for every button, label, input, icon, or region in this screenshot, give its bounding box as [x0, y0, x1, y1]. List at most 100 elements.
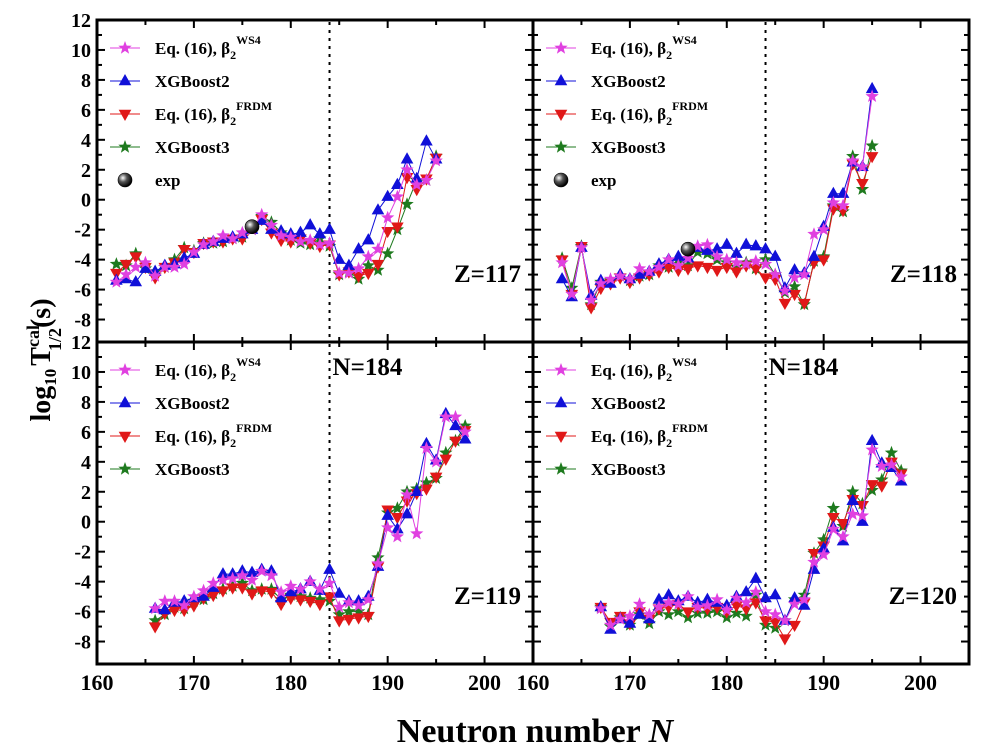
point-xgb2: [633, 267, 646, 279]
point-ws4: [671, 258, 685, 272]
point-xgb2: [129, 275, 143, 287]
point-xgb2: [294, 225, 307, 237]
point-ws4: [720, 603, 734, 616]
point-xgb2: [361, 233, 375, 245]
y-tick-label: -8: [74, 632, 91, 654]
point-xgb2: [332, 252, 346, 264]
point-frdm: [856, 501, 869, 513]
point-xgb2: [730, 246, 743, 258]
point-frdm: [710, 265, 724, 278]
point-ws4: [255, 564, 269, 577]
z-label: Z=119: [454, 583, 521, 610]
panels-layer: Eq. (16), β2WS4 XGBoost2 Eq. (16), β2FRDM X…: [95, 18, 971, 666]
x-tick-label: 200: [468, 670, 501, 695]
point-frdm: [129, 252, 143, 264]
point-ws4: [381, 520, 395, 534]
point-xgb2: [701, 592, 714, 604]
point-frdm: [381, 226, 394, 239]
point-xgb2: [749, 571, 763, 583]
point-xgb3: [109, 257, 123, 270]
point-ws4: [700, 237, 715, 251]
point-ws4: [351, 598, 366, 612]
panel-z-119: Eq. (16), β2WS4 XGBoost2 Eq. (16), β2FRDM X…: [95, 340, 535, 666]
point-ws4: [768, 267, 782, 281]
point-ws4: [245, 573, 259, 586]
point-xgb2: [216, 567, 230, 579]
point-ws4: [865, 442, 879, 456]
point-ws4: [196, 237, 211, 251]
point-xgb2: [759, 591, 772, 603]
point-frdm: [788, 289, 801, 302]
point-ws4: [264, 568, 279, 582]
point-xgb2: [846, 493, 860, 505]
point-xgb2: [633, 607, 646, 619]
point-frdm: [148, 622, 162, 634]
point-ws4: [710, 249, 724, 263]
point-ws4: [836, 198, 850, 212]
point-ws4: [322, 236, 337, 249]
point-xgb3: [439, 445, 453, 459]
series-line-frdm: [600, 460, 902, 640]
point-ws4: [303, 233, 317, 246]
x-tick-label: 190: [807, 670, 840, 695]
point-ws4: [749, 254, 763, 267]
point-xgb2: [410, 484, 424, 496]
legend-marker-xgb3: [118, 140, 132, 153]
legend: Eq. (16), β2WS4 XGBoost2 Eq. (16), β2FRDM X…: [546, 33, 708, 190]
point-ws4: [855, 159, 870, 173]
point-ws4: [235, 568, 249, 582]
point-ws4: [255, 207, 269, 221]
point-frdm: [662, 262, 675, 275]
point-frdm: [701, 604, 714, 616]
point-ws4: [429, 454, 443, 468]
y-tick-label: 10: [71, 40, 91, 62]
point-xgb3: [865, 138, 879, 152]
point-xgb3: [817, 532, 831, 546]
point-xgb2: [119, 272, 133, 284]
point-ws4: [826, 522, 840, 535]
point-ws4: [652, 600, 666, 613]
y-tick-label: 4: [81, 130, 91, 152]
point-ws4: [390, 529, 404, 543]
point-ws4: [768, 607, 782, 621]
point-xgb2: [865, 433, 879, 446]
point-ws4: [371, 242, 385, 255]
legend-label-ws4: Eq. (16), β2WS4: [155, 33, 261, 62]
point-ws4: [206, 576, 220, 589]
point-frdm: [400, 173, 414, 185]
legend-marker-xgb3: [554, 140, 568, 153]
point-ws4: [691, 239, 705, 252]
legend-label-xgb2: XGBoost2: [591, 72, 666, 91]
point-xgb3: [351, 604, 366, 618]
point-ws4: [226, 231, 240, 245]
point-frdm: [759, 616, 772, 628]
point-frdm: [768, 617, 782, 630]
point-xgb3: [826, 501, 840, 514]
point-frdm: [323, 592, 336, 604]
point-frdm: [236, 583, 249, 595]
legend-label-ws4: Eq. (16), β2WS4: [155, 355, 261, 384]
point-xgb2: [759, 242, 772, 254]
y-tick-label: 4: [81, 452, 91, 474]
point-ws4: [739, 257, 753, 270]
point-frdm: [352, 271, 365, 284]
point-xgb2: [817, 541, 830, 553]
point-frdm: [119, 259, 133, 272]
point-frdm: [391, 222, 404, 234]
point-ws4: [138, 255, 153, 269]
point-frdm: [274, 599, 288, 612]
point-xgb2: [391, 522, 404, 534]
y-tick-label: 8: [81, 70, 91, 92]
y-tick-label: -4: [74, 572, 91, 594]
point-xgb2: [652, 592, 666, 604]
point-xgb3: [361, 258, 375, 272]
y-tick-label: 10: [71, 362, 91, 384]
legend-marker-ws4: [554, 41, 568, 54]
point-ws4: [439, 409, 453, 423]
point-xgb2: [739, 237, 753, 249]
y-tick-label: 2: [81, 160, 91, 182]
point-ws4: [720, 252, 734, 266]
point-xgb2: [710, 242, 724, 254]
point-frdm: [255, 586, 269, 598]
y-tick-label: -4: [74, 250, 91, 272]
